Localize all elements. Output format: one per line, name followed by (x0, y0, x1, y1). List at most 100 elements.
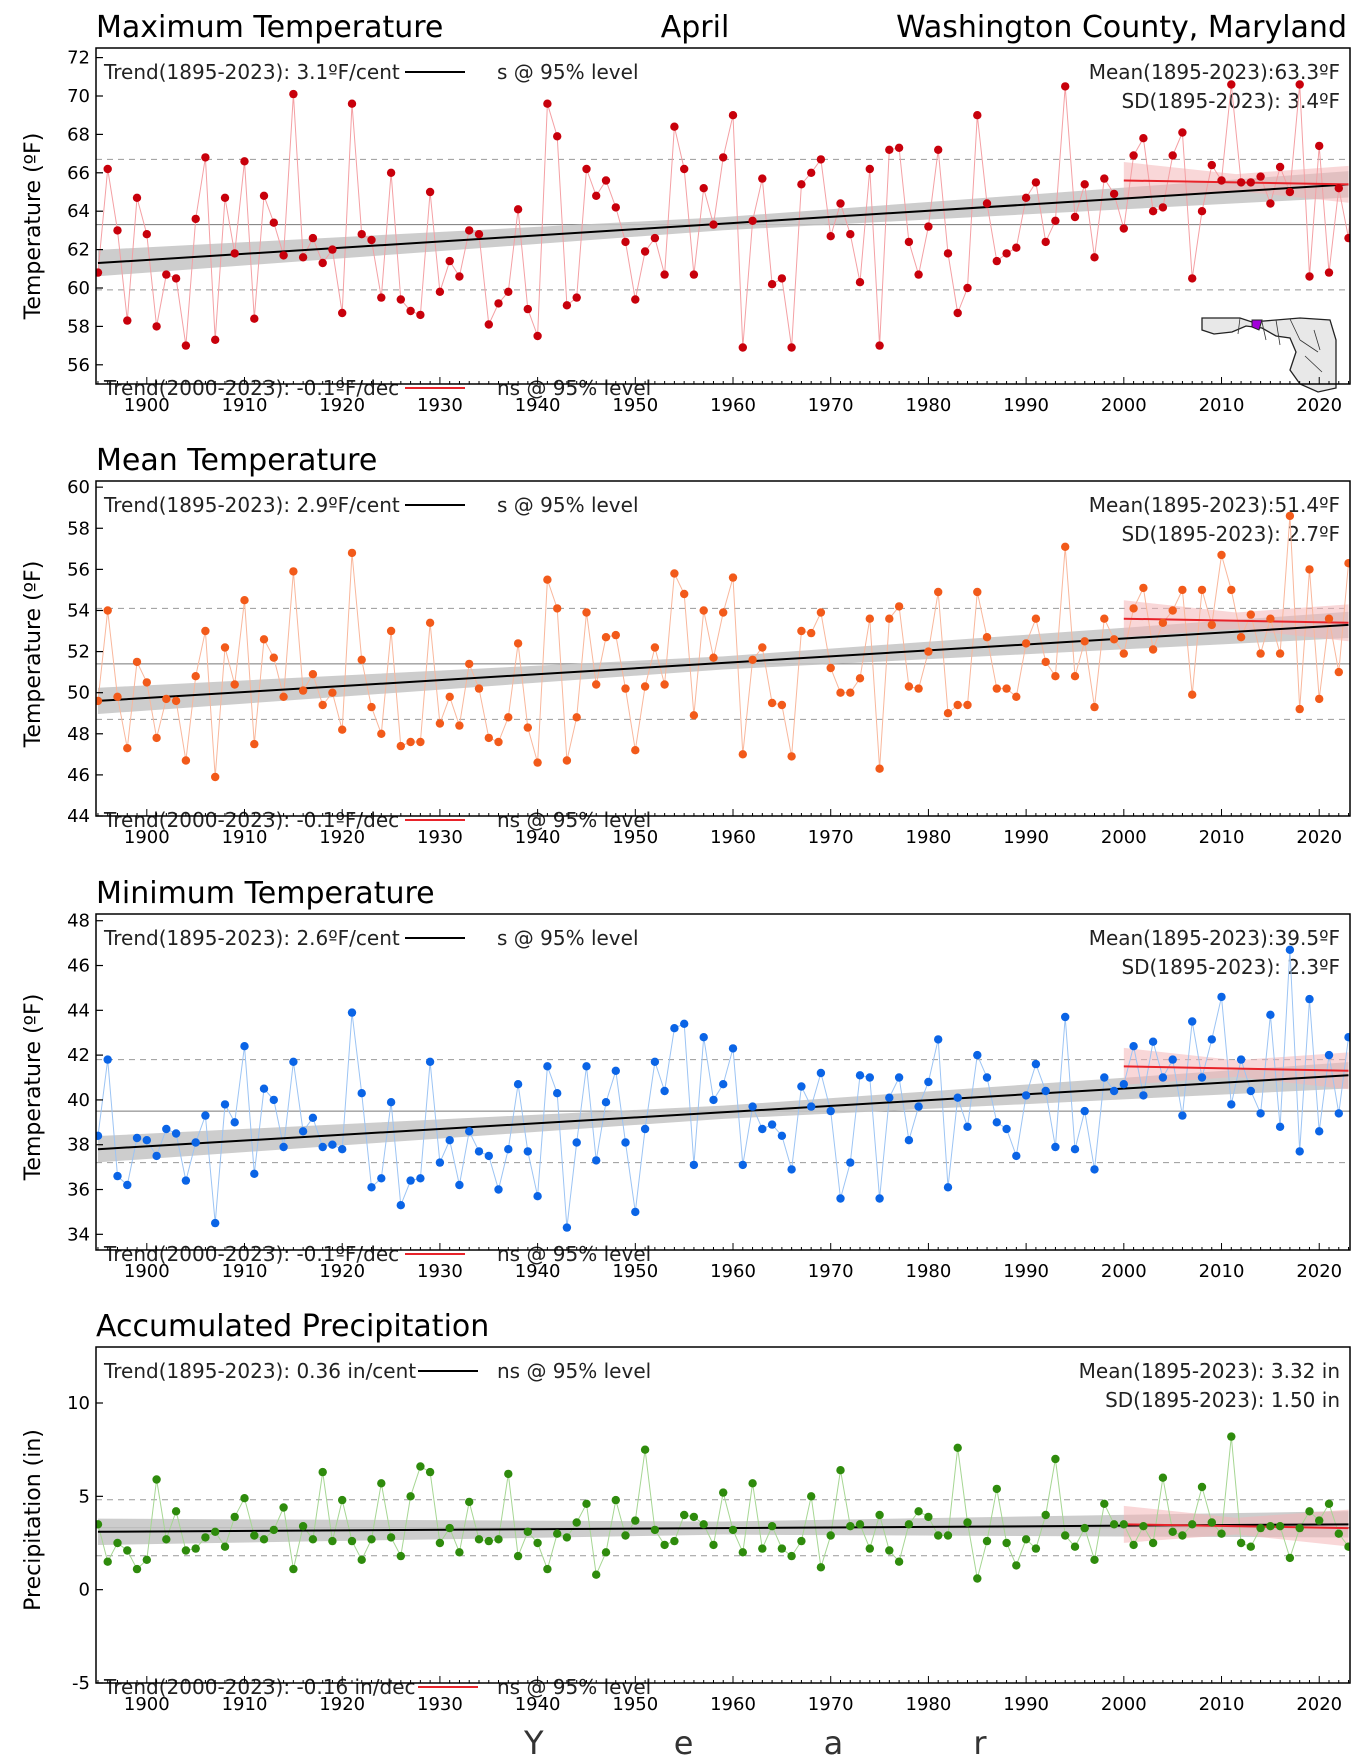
trend-long-label: Trend(1895-2023): 0.36 in/cent (103, 1359, 416, 1383)
x-tick-label: 2000 (1101, 827, 1147, 848)
data-point (1285, 1553, 1295, 1563)
data-point (377, 1174, 386, 1183)
data-point (1305, 272, 1314, 281)
data-point (504, 1145, 513, 1154)
data-point (592, 1570, 601, 1579)
x-tick-label: 2010 (1199, 827, 1245, 848)
x-tick-label: 1980 (906, 395, 952, 416)
data-point (1236, 633, 1246, 642)
data-point (289, 89, 298, 99)
data-point (1080, 1523, 1089, 1533)
data-point (660, 270, 669, 279)
data-point (855, 278, 865, 287)
x-tick-label: 1940 (515, 395, 561, 416)
trend-recent-significance: ns @ 95% level (497, 808, 651, 832)
data-point (298, 1127, 308, 1136)
data-point (386, 168, 396, 177)
data-point (96, 696, 103, 706)
data-point (1344, 1033, 1350, 1042)
x-tick-label: 1990 (1003, 1694, 1049, 1715)
x-tick-label: 1930 (417, 1694, 463, 1715)
data-point (973, 1050, 982, 1060)
data-point (308, 1535, 318, 1544)
data-point (1354, 94, 1360, 102)
data-point (934, 1531, 943, 1540)
data-point (201, 153, 210, 162)
x-tick-label: 1940 (515, 827, 561, 848)
data-point (1070, 672, 1080, 681)
data-point (465, 1497, 474, 1507)
data-point (318, 700, 327, 710)
plot-content (96, 80, 1360, 352)
data-point (308, 670, 318, 679)
data-point (328, 1140, 337, 1149)
x-tick-label: 1960 (710, 1261, 756, 1282)
data-point (1217, 550, 1226, 560)
y-tick-label: 70 (67, 86, 90, 107)
data-point (963, 283, 972, 293)
data-point (1324, 1050, 1334, 1060)
x-tick-label: 2010 (1199, 1694, 1245, 1715)
y-tick-label: 5 (79, 1486, 90, 1507)
data-point (934, 1035, 943, 1044)
data-point (650, 1057, 660, 1067)
data-point (1129, 1540, 1138, 1550)
data-point (1158, 618, 1168, 627)
data-point (103, 606, 112, 615)
data-point (680, 1019, 689, 1028)
data-point (777, 274, 787, 283)
x-tick-label: 2020 (1296, 1694, 1342, 1715)
data-point (396, 295, 405, 304)
data-point (992, 256, 1001, 266)
y-tick-label: 56 (67, 355, 90, 376)
data-point (533, 758, 542, 767)
data-point (259, 1084, 269, 1093)
trend-recent-label: Trend(2000-2023): -0.1ºF/dec (103, 1242, 399, 1266)
data-point (1158, 1073, 1168, 1082)
data-point (455, 1180, 464, 1190)
data-point (171, 1507, 181, 1516)
data-point (728, 573, 738, 582)
plot-content (96, 511, 1350, 782)
data-point (1061, 1012, 1070, 1022)
data-point (914, 684, 923, 693)
mean-label: Mean(1895-2023):63.3ºF (1089, 60, 1340, 84)
data-point (777, 1544, 787, 1553)
data-point (807, 1492, 816, 1501)
data-point (934, 587, 943, 597)
data-point (582, 164, 591, 174)
data-point (807, 1102, 816, 1111)
data-point (1090, 702, 1099, 712)
data-point (494, 1185, 503, 1194)
data-point (836, 1194, 845, 1203)
data-point (377, 1479, 386, 1488)
panel-mean-temperature: Mean Temperature Temperature (ºF) Trend(… (21, 443, 1340, 832)
data-point (1021, 639, 1031, 648)
y-tick-label: 10 (67, 1393, 90, 1414)
data-point (162, 270, 171, 279)
data-point (797, 180, 806, 189)
data-point (592, 1156, 601, 1165)
data-point (1305, 994, 1314, 1004)
data-point (797, 626, 806, 636)
data-point (699, 1033, 708, 1042)
data-point (807, 628, 816, 638)
data-point (406, 306, 415, 316)
data-point (1217, 1529, 1226, 1538)
data-point (504, 287, 513, 296)
county-borders (1237, 317, 1323, 373)
data-point (318, 1142, 327, 1152)
trend-long-label: Trend(1895-2023): 2.9ºF/cent (103, 493, 400, 517)
data-point (709, 1095, 718, 1105)
data-point (523, 1527, 532, 1537)
data-point (406, 1176, 415, 1185)
data-point (298, 686, 308, 695)
data-point (826, 1106, 835, 1116)
data-point (484, 1536, 493, 1546)
data-point (1344, 1542, 1350, 1551)
data-point (914, 270, 923, 279)
data-point (338, 1495, 347, 1505)
data-point (1295, 704, 1304, 714)
data-point (553, 1089, 562, 1098)
data-point (191, 1138, 200, 1147)
